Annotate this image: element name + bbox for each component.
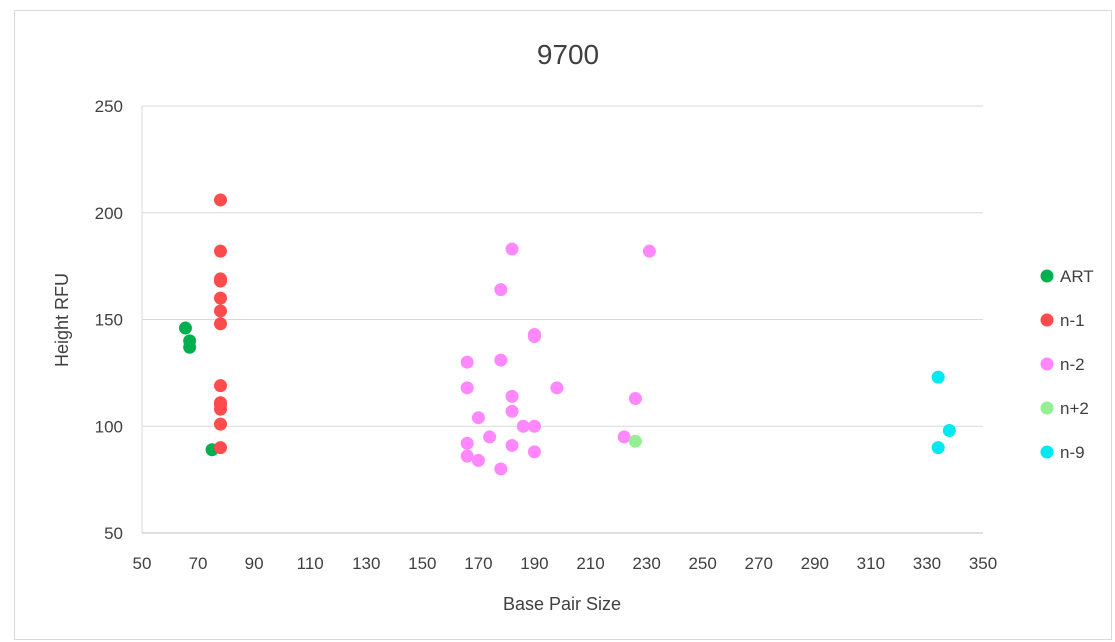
x-tick-label: 70 <box>189 554 208 573</box>
point-n-2 <box>483 430 497 444</box>
point-n-1 <box>213 291 227 305</box>
x-tick-label: 150 <box>408 554 436 573</box>
legend-label: n+2 <box>1060 399 1089 418</box>
x-tick-label: 50 <box>133 554 152 573</box>
legend-marker <box>1040 357 1054 371</box>
point-n-2 <box>460 355 474 369</box>
y-tick-label: 50 <box>104 524 123 543</box>
point-n-2 <box>505 389 519 403</box>
point-n-2 <box>505 242 519 256</box>
x-tick-label: 190 <box>520 554 548 573</box>
point-n-2 <box>516 419 530 433</box>
legend-marker <box>1040 445 1054 459</box>
point-n-1 <box>213 402 227 416</box>
x-tick-label: 310 <box>857 554 885 573</box>
point-n-1 <box>213 274 227 288</box>
point-art <box>178 321 192 335</box>
legend-marker <box>1040 269 1054 283</box>
point-n-1 <box>213 244 227 258</box>
point-n-1 <box>213 417 227 431</box>
point-n-2 <box>471 453 485 467</box>
point-n-2 <box>494 462 508 476</box>
point-n-2 <box>527 419 541 433</box>
legend-label: n-9 <box>1060 443 1085 462</box>
point-n-1 <box>213 441 227 455</box>
y-tick-label: 150 <box>95 311 123 330</box>
x-axis-ticks: 50 70 90 110 130 150 170 190 210 230 250 270 290 310 3… <box>133 554 998 573</box>
legend-label: n-1 <box>1060 311 1085 330</box>
point-n-9 <box>942 424 956 438</box>
point-n-2 <box>642 244 656 258</box>
point-art <box>183 340 197 354</box>
y-axis-ticks: 50 100 150 200 250 <box>95 97 123 543</box>
point-n-2 <box>628 434 642 448</box>
point-n-1 <box>213 379 227 393</box>
point-n-2 <box>494 353 508 367</box>
chart-title: 9700 <box>537 39 599 70</box>
x-axis-label: Base Pair Size <box>503 594 621 614</box>
point-n-2 <box>527 330 541 344</box>
legend-label: n-2 <box>1060 355 1085 374</box>
x-tick-label: 110 <box>297 554 324 573</box>
point-n-2 <box>550 381 564 395</box>
point-n-2 <box>460 449 474 463</box>
y-tick-label: 250 <box>95 97 123 116</box>
y-tick-label: 100 <box>95 417 123 436</box>
point-n-2 <box>628 391 642 405</box>
point-n-2 <box>617 430 631 444</box>
point-n-1 <box>213 193 227 207</box>
point-n-2 <box>505 438 519 452</box>
x-tick-label: 210 <box>576 554 604 573</box>
point-n-2 <box>460 436 474 450</box>
x-tick-label: 130 <box>352 554 380 573</box>
x-tick-label: 330 <box>913 554 941 573</box>
point-n-2 <box>494 283 508 297</box>
point-n-2 <box>460 381 474 395</box>
point-n-2 <box>471 411 485 425</box>
point-n-1 <box>213 317 227 331</box>
y-axis-label: Height RFU <box>52 273 72 367</box>
legend-label: ART <box>1060 267 1094 286</box>
legend-marker <box>1040 401 1054 415</box>
point-n-2 <box>527 445 541 459</box>
y-tick-label: 200 <box>95 204 123 223</box>
x-tick-label: 350 <box>969 554 997 573</box>
point-n-9 <box>931 441 945 455</box>
x-tick-label: 270 <box>745 554 773 573</box>
gridlines <box>141 105 983 534</box>
data-points <box>178 193 956 476</box>
x-tick-label: 230 <box>632 554 660 573</box>
x-tick-label: 170 <box>464 554 492 573</box>
x-tick-label: 90 <box>245 554 264 573</box>
point-n-9 <box>931 370 945 384</box>
x-tick-label: 290 <box>801 554 829 573</box>
point-n-1 <box>213 304 227 318</box>
x-tick-label: 250 <box>688 554 716 573</box>
legend: ART n-1 n-2 n+2 n-9 <box>1040 267 1094 462</box>
point-n-2 <box>505 404 519 418</box>
legend-marker <box>1040 313 1054 327</box>
chart-frame <box>14 10 1112 640</box>
